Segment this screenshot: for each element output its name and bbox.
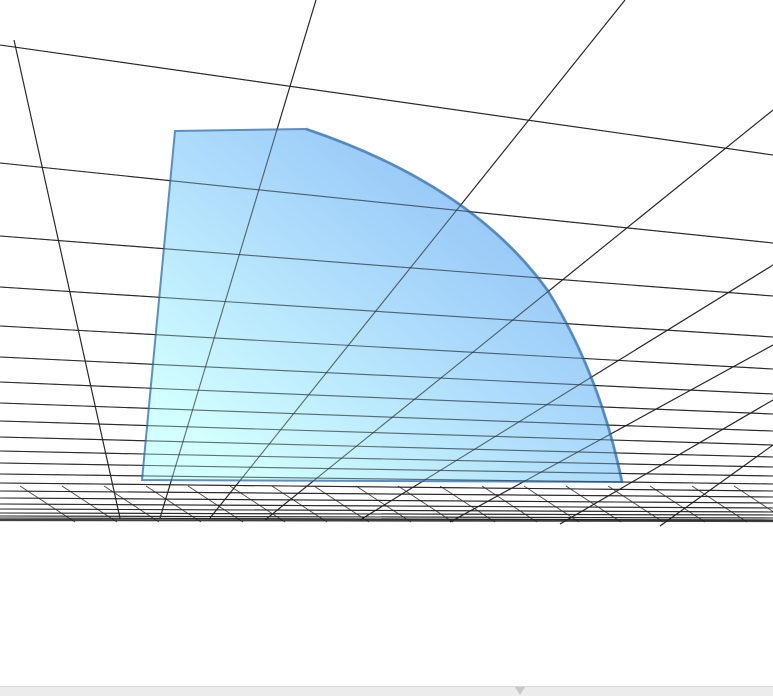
- grid-line-horizontal: [0, 402, 773, 432]
- grid-line-depth: [659, 444, 773, 527]
- grid-horizon-line: [0, 518, 773, 523]
- grid-line-depth: [359, 264, 773, 521]
- grid-line-horizon-detail: [607, 485, 664, 523]
- grid-line-horizontal: [0, 497, 773, 504]
- grid-line-horizontal: [0, 44, 773, 156]
- grid-line-depth: [559, 399, 773, 525]
- grid-line-horizontal: [0, 503, 773, 509]
- grid-line-horizontal: [0, 356, 773, 395]
- grid-line-horizontal: [0, 517, 773, 521]
- grid-line-horizon-detail: [481, 485, 538, 523]
- grid-line-horizon-detail: [355, 485, 412, 523]
- grid-line-horizontal: [0, 325, 773, 370]
- grid-line-depth: [13, 39, 121, 519]
- grid-line-depth: [209, 0, 626, 519]
- grid-line-horizontal: [0, 512, 773, 516]
- grid-line-horizon-detail: [691, 485, 748, 523]
- grid-line-horizon-detail: [523, 485, 580, 523]
- grid-line-horizon-detail: [649, 485, 706, 523]
- grid-line-horizon-detail: [439, 485, 496, 523]
- surface-patch[interactable]: [140, 127, 624, 484]
- grid-line-horizontal: [0, 436, 773, 458]
- status-bar: [0, 686, 773, 696]
- grid-line-horizontal: [0, 462, 773, 477]
- grid-line-horizontal: [0, 490, 773, 498]
- grid-line-horizontal: [0, 381, 773, 415]
- grid-line-horizon-detail: [733, 485, 773, 513]
- grid-line-horizontal: [0, 508, 773, 513]
- chevron-down-icon[interactable]: [515, 687, 525, 695]
- grid-line-horizontal: [0, 235, 773, 297]
- grid-line-horizon-detail: [271, 485, 328, 523]
- grid-line-horizon-detail: [313, 485, 370, 523]
- grid-overlay: [0, 0, 773, 527]
- grid-line-horizontal: [0, 162, 773, 244]
- grid-line-depth: [264, 109, 773, 521]
- grid-line-horizontal: [0, 286, 773, 338]
- grid-line-horizon-detail: [397, 485, 454, 523]
- grid-line-horizontal: [0, 473, 773, 485]
- surface-rim-edge: [305, 127, 624, 483]
- grid-line-horizontal: [0, 515, 773, 519]
- grid-line-depth: [449, 344, 773, 523]
- grid-line-horizontal: [0, 450, 773, 468]
- grid-line-horizon-detail: [229, 485, 286, 523]
- grid-line-horizontal: [0, 420, 773, 446]
- grid-line-horizontal: [0, 482, 773, 492]
